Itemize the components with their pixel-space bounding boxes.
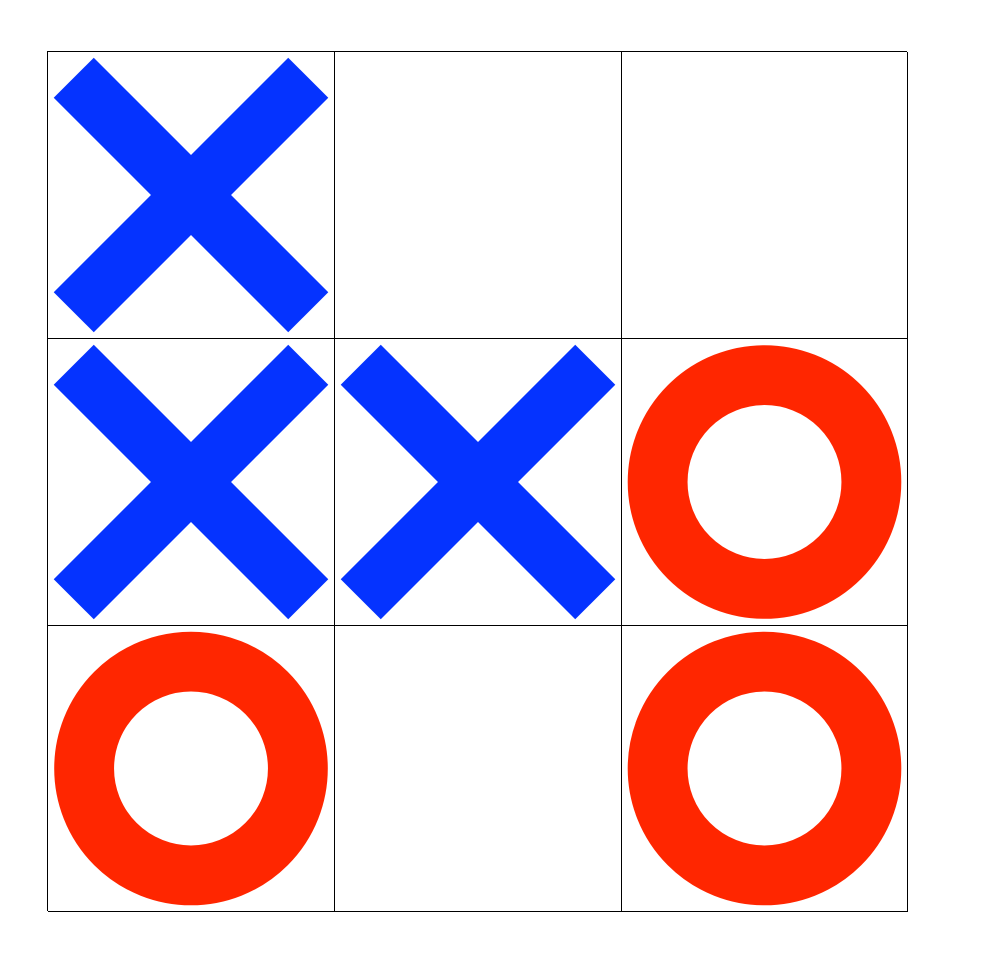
o-mark-icon xyxy=(54,631,328,906)
cell-2-1[interactable] xyxy=(335,626,622,912)
x-mark-icon xyxy=(53,57,329,333)
cell-0-1[interactable] xyxy=(335,52,622,339)
cell-1-2[interactable] xyxy=(622,339,908,626)
o-mark-icon xyxy=(627,345,902,619)
o-mark-icon xyxy=(627,631,902,906)
x-mark-icon xyxy=(340,344,616,620)
x-mark-icon xyxy=(53,344,329,620)
cell-2-0[interactable] xyxy=(48,626,335,912)
cell-2-2[interactable] xyxy=(622,626,908,912)
cell-1-1[interactable] xyxy=(335,339,622,626)
cell-0-0[interactable] xyxy=(48,52,335,339)
cell-0-2[interactable] xyxy=(622,52,908,339)
tic-tac-toe-board xyxy=(47,51,908,912)
cell-1-0[interactable] xyxy=(48,339,335,626)
